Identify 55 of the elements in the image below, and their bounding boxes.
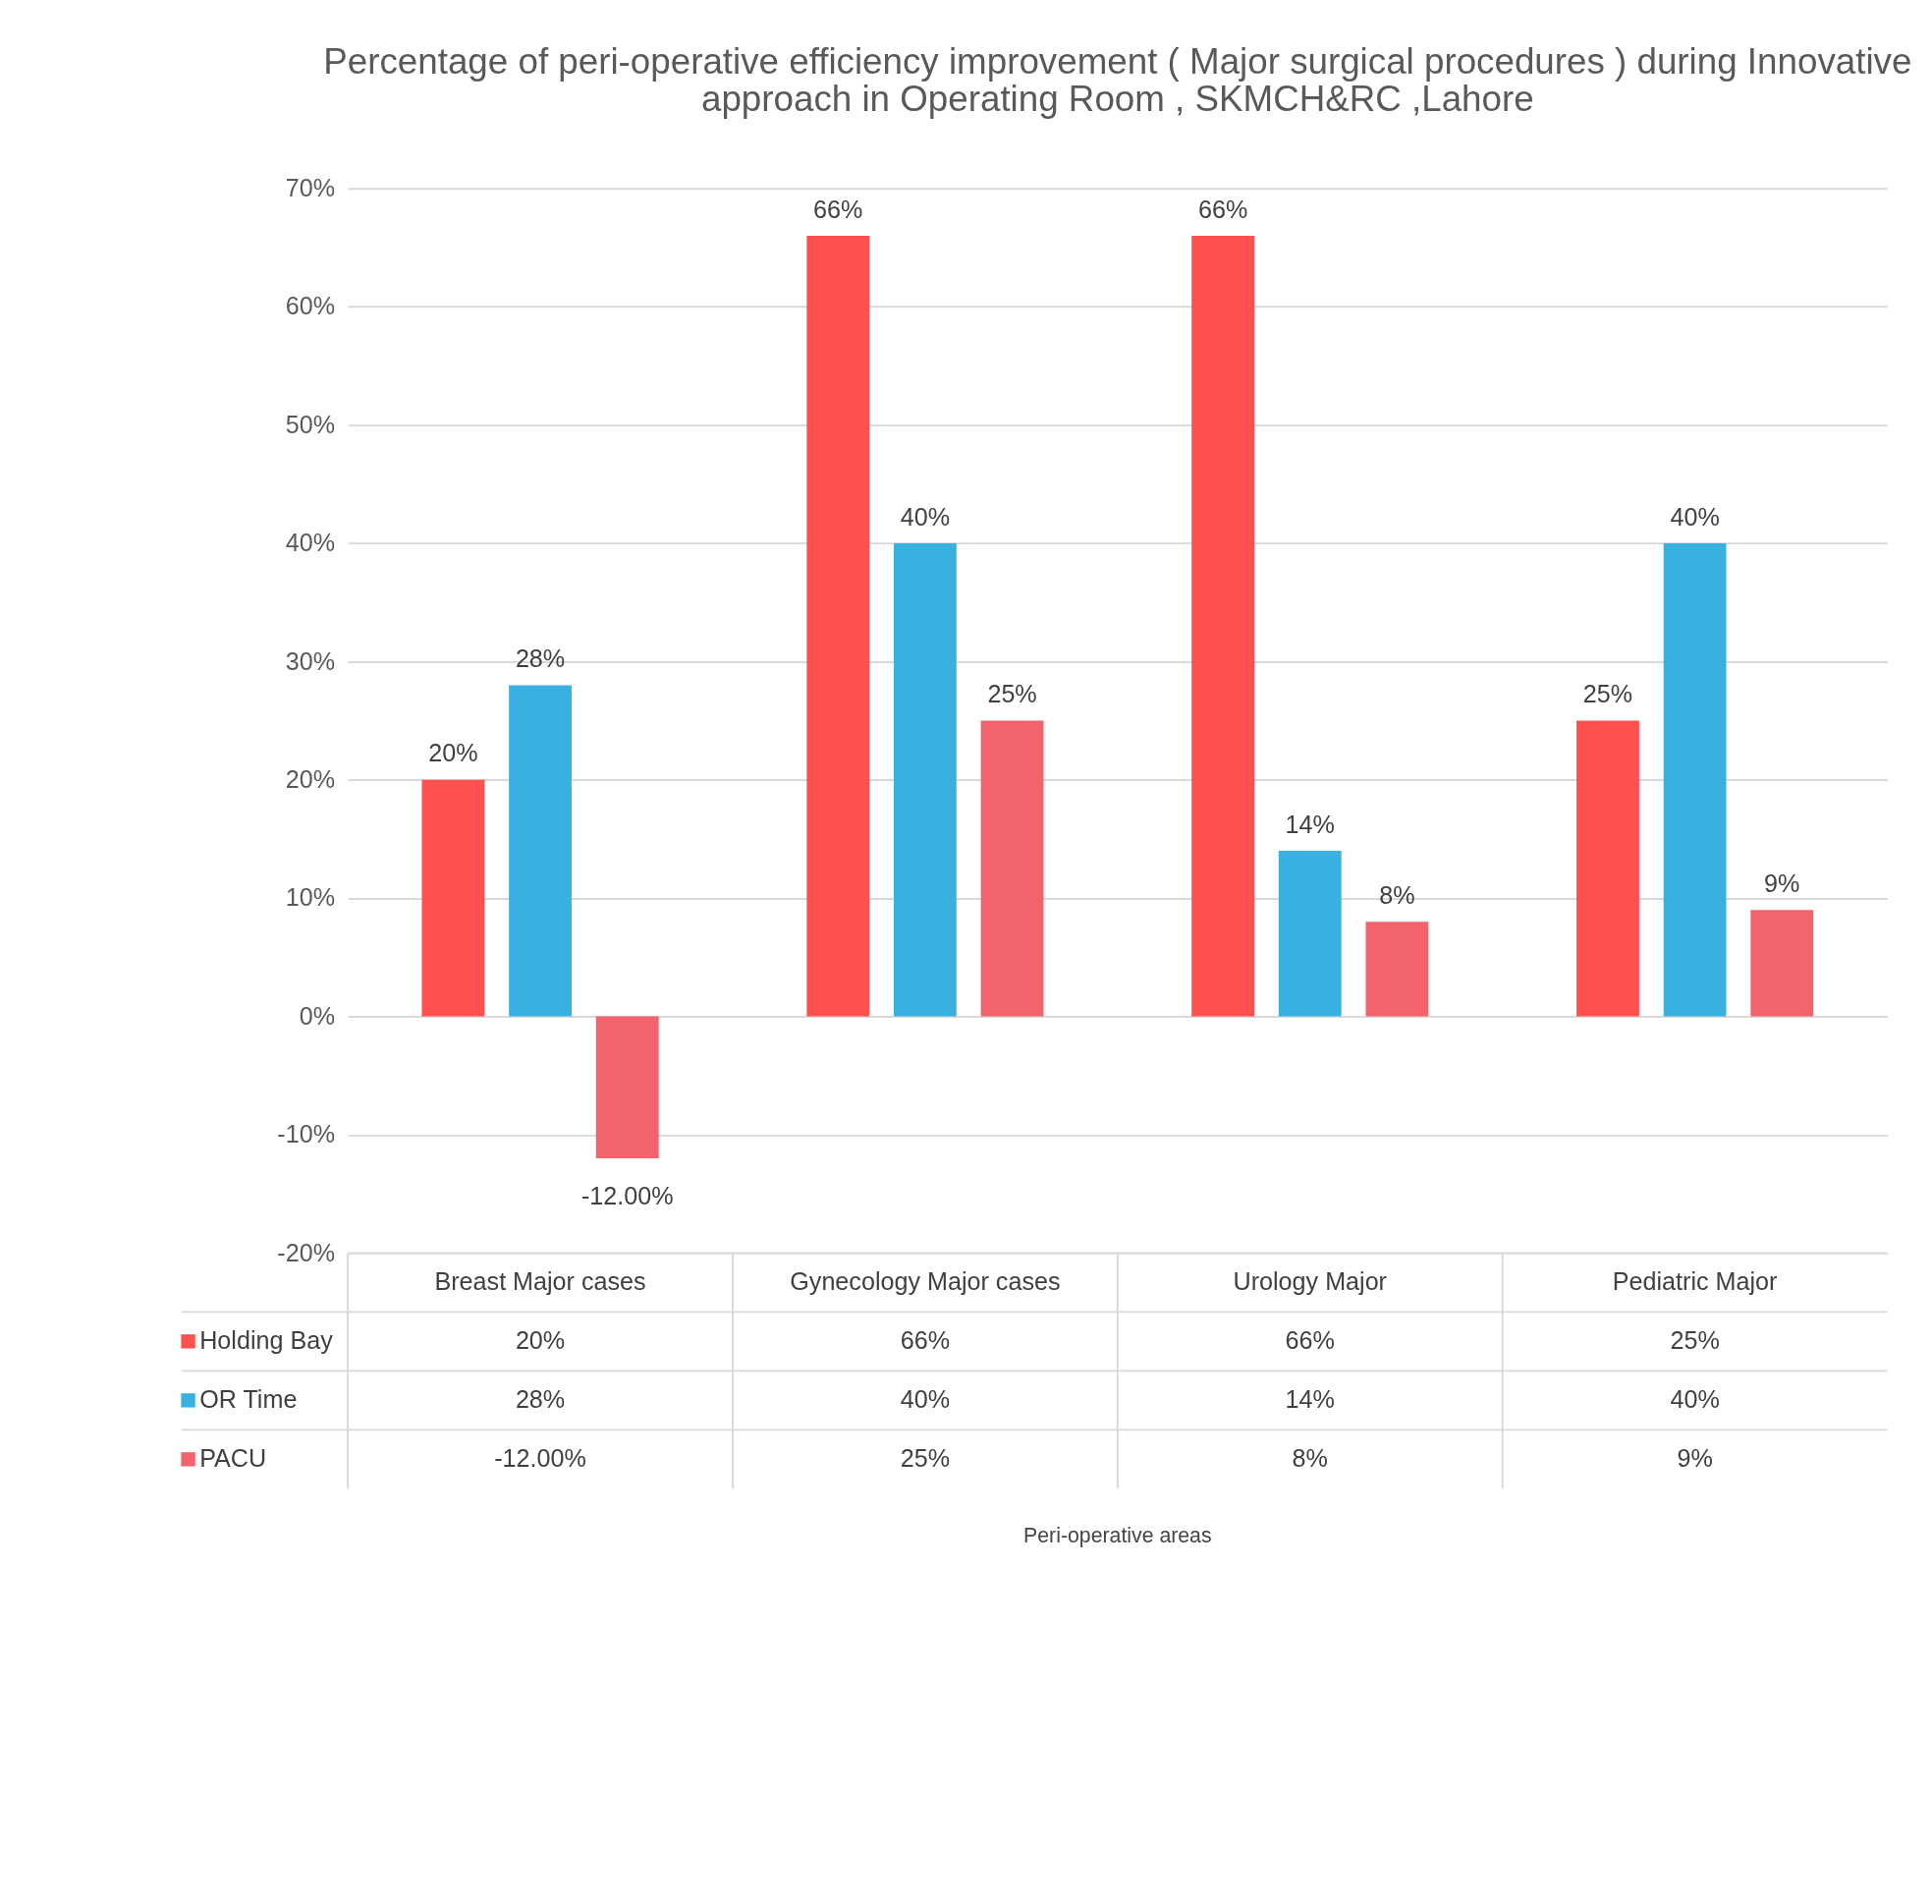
bar	[509, 685, 572, 1017]
text: 14%	[1285, 810, 1335, 838]
text: Peri-operative areas	[1023, 1524, 1212, 1548]
data-label: 66%	[900, 1326, 951, 1355]
y-tick-label: 70%	[285, 173, 336, 201]
legend-label: OR Time	[199, 1385, 298, 1414]
bar	[980, 720, 1044, 1017]
y-tick-label: 60%	[285, 292, 336, 320]
text: 40%	[1670, 502, 1720, 531]
y-tick-label: 20%	[285, 764, 336, 793]
bar	[1278, 851, 1342, 1017]
bar	[1191, 235, 1255, 1017]
bar	[1750, 910, 1814, 1017]
text: 25%	[1582, 680, 1633, 708]
y-tick-label: 10%	[285, 883, 336, 912]
legend-label: PACU	[199, 1444, 267, 1473]
data-label: 14%	[1285, 1385, 1335, 1414]
data-label: 20%	[515, 1326, 566, 1355]
y-tick-label: 40%	[285, 529, 336, 557]
bar	[1576, 720, 1639, 1017]
data-label: 25%	[1670, 1326, 1720, 1355]
data-label: 25%	[900, 1444, 951, 1473]
data-label: 28%	[515, 1385, 566, 1414]
text: 66%	[813, 195, 863, 223]
data-label: 40%	[900, 1385, 951, 1414]
y-tick-label: 0%	[299, 1001, 336, 1030]
x-tick-label: Pediatric Major	[1612, 1267, 1778, 1296]
x-tick-label: Urology Major	[1233, 1267, 1387, 1296]
text: 66%	[1197, 195, 1248, 223]
y-tick-label: 50%	[285, 410, 336, 438]
bar	[893, 542, 957, 1017]
text: 25%	[987, 680, 1037, 708]
text: 9%	[1764, 868, 1800, 897]
x-tick-label: Gynecology Major cases	[790, 1267, 1061, 1296]
data-label: 9%	[1677, 1444, 1713, 1473]
bar	[421, 779, 485, 1017]
text: 28%	[515, 644, 566, 673]
bar	[806, 235, 870, 1017]
legend-label: Holding Bay	[199, 1326, 334, 1355]
y-tick-label: -10%	[277, 1120, 336, 1148]
text: Percentage of peri-operative efficiency improvement ( Major surgical procedures ) during Innovative	[323, 40, 1912, 82]
y-tick-label: 30%	[285, 646, 336, 675]
data-label: -12.00%	[494, 1444, 586, 1473]
text: -12.00%	[580, 1182, 674, 1210]
x-tick-label: Breast Major cases	[434, 1267, 646, 1296]
bar	[1663, 542, 1727, 1017]
bar	[595, 1016, 659, 1159]
text: 20%	[428, 739, 478, 767]
data-label: 40%	[1670, 1385, 1720, 1414]
text: 40%	[900, 502, 951, 531]
data-label: 66%	[1285, 1326, 1335, 1355]
text: 8%	[1379, 880, 1415, 909]
y-tick-label: -20%	[277, 1238, 336, 1266]
bar	[1365, 922, 1429, 1017]
data-label: 8%	[1292, 1444, 1328, 1473]
